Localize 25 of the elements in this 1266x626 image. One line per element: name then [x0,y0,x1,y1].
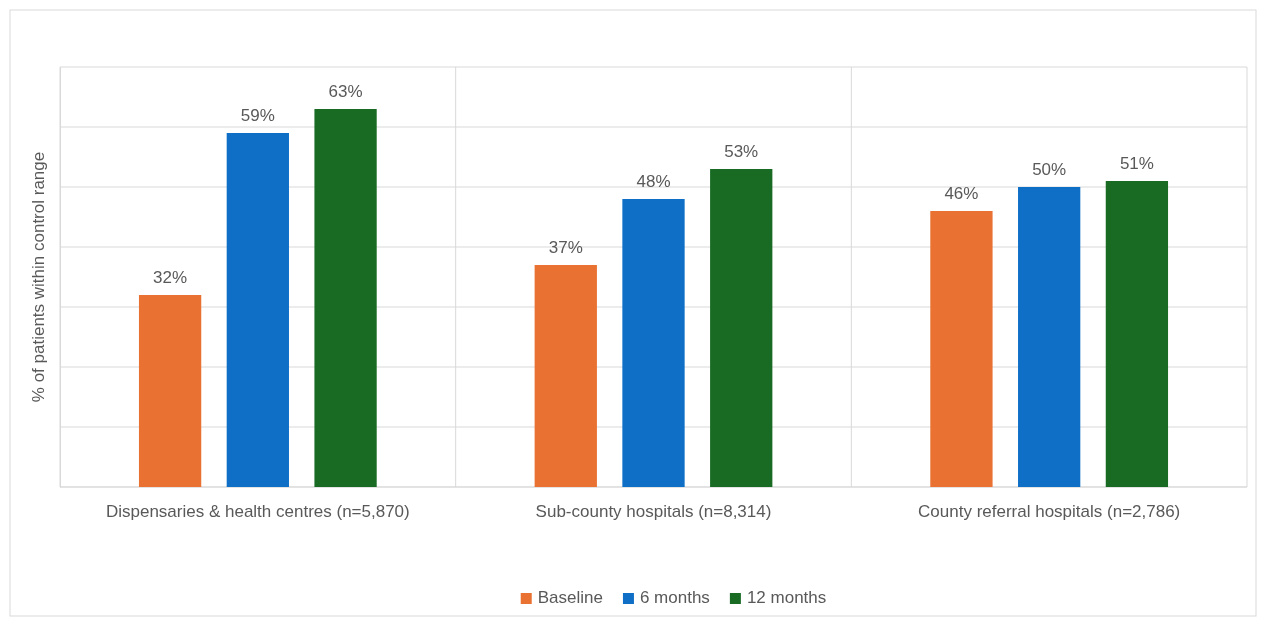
legend-label: 6 months [639,588,710,607]
data-label: 32% [153,268,188,287]
data-label: 50% [1032,160,1067,179]
data-label: 63% [328,82,363,101]
x-tick-label: Dispensaries & health centres (n=5,870) [105,502,410,522]
data-label: 37% [548,238,583,257]
bar [1105,181,1169,487]
data-label: 48% [636,172,671,191]
data-label: 53% [724,142,759,161]
data-label: 46% [944,184,979,203]
y-axis-title: % of patients within control range [29,151,48,403]
bar [710,169,773,487]
legend-label: Baseline [537,588,603,607]
x-tick-label: County referral hospitals (n=2,786) [918,502,1181,522]
data-label: 51% [1119,154,1154,173]
bar [534,265,597,487]
bar [314,109,377,487]
x-tick-label: Sub-county hospitals (n=8,314) [535,502,772,522]
bar [226,133,289,487]
legend-label: 12 months [746,588,827,607]
bar [622,199,685,487]
bar [930,211,993,487]
bar [138,295,202,487]
data-label: 59% [240,106,275,125]
bar [1018,187,1081,487]
